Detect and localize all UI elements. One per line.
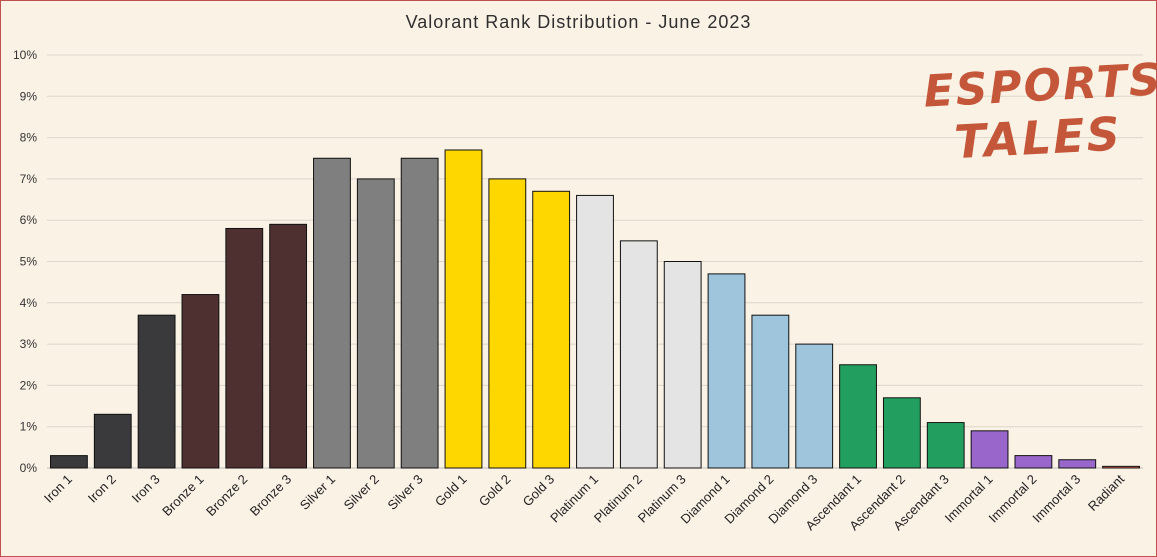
bar: [707, 273, 746, 469]
bar: [795, 343, 834, 469]
bar: [93, 413, 132, 469]
x-tick-label: Immortal 3: [1029, 472, 1083, 526]
x-tick-label: Gold 3: [520, 472, 558, 510]
bar: [1014, 455, 1053, 469]
bar: [926, 422, 965, 469]
y-tick-label: 0%: [20, 461, 38, 475]
bar: [970, 430, 1009, 469]
bar: [1058, 459, 1097, 469]
bar: [313, 157, 351, 469]
y-tick-label: 2%: [20, 378, 38, 392]
bar: [576, 194, 614, 469]
y-tick-label: 5%: [20, 255, 38, 269]
bar: [751, 314, 790, 469]
x-tick-label: Silver 2: [341, 472, 382, 513]
x-tick-label: Iron 1: [41, 472, 75, 506]
x-tick-label: Bronze 1: [159, 472, 206, 519]
y-tick-label: 7%: [20, 172, 38, 186]
y-tick-label: 3%: [20, 337, 38, 351]
y-tick-label: 4%: [20, 296, 38, 310]
y-tick-label: 10%: [13, 48, 37, 62]
x-tick-label: Silver 3: [384, 472, 425, 513]
x-tick-label: Gold 2: [476, 472, 514, 510]
esports-tales-logo: ESPORTS TALES: [922, 54, 1157, 170]
y-tick-label: 1%: [20, 420, 38, 434]
bar: [444, 149, 483, 469]
y-tick-label: 6%: [20, 213, 38, 227]
bar: [839, 364, 877, 469]
x-tick-label: Silver 1: [297, 472, 338, 513]
chart-title: Valorant Rank Distribution - June 2023: [405, 12, 752, 32]
y-tick-label: 8%: [20, 131, 38, 145]
bar: [181, 294, 220, 469]
bar: [663, 261, 702, 469]
bar: [225, 227, 264, 469]
bar: [532, 190, 571, 469]
bar: [50, 455, 88, 469]
x-tick-label: Bronze 3: [247, 472, 294, 519]
y-tick-labels: 0% 1% 2% 3% 4% 5% 6% 7% 8% 9% 10%: [13, 48, 37, 475]
y-tick-label: 9%: [20, 89, 38, 103]
bar: [1102, 465, 1140, 469]
bar: [619, 240, 658, 469]
x-tick-label: Iron 2: [85, 472, 119, 506]
x-tick-label: Bronze 2: [203, 472, 250, 519]
x-tick-label: Gold 1: [432, 472, 470, 510]
bar: [400, 157, 439, 469]
bar: [356, 178, 395, 469]
logo-text-line2: TALES: [953, 106, 1123, 170]
bar: [137, 314, 176, 469]
x-tick-label: Iron 3: [129, 472, 163, 506]
bars: [50, 149, 1140, 469]
bar: [488, 178, 527, 469]
bar: [882, 397, 921, 469]
x-tick-label: Radiant: [1085, 471, 1128, 514]
bar: [269, 223, 308, 469]
